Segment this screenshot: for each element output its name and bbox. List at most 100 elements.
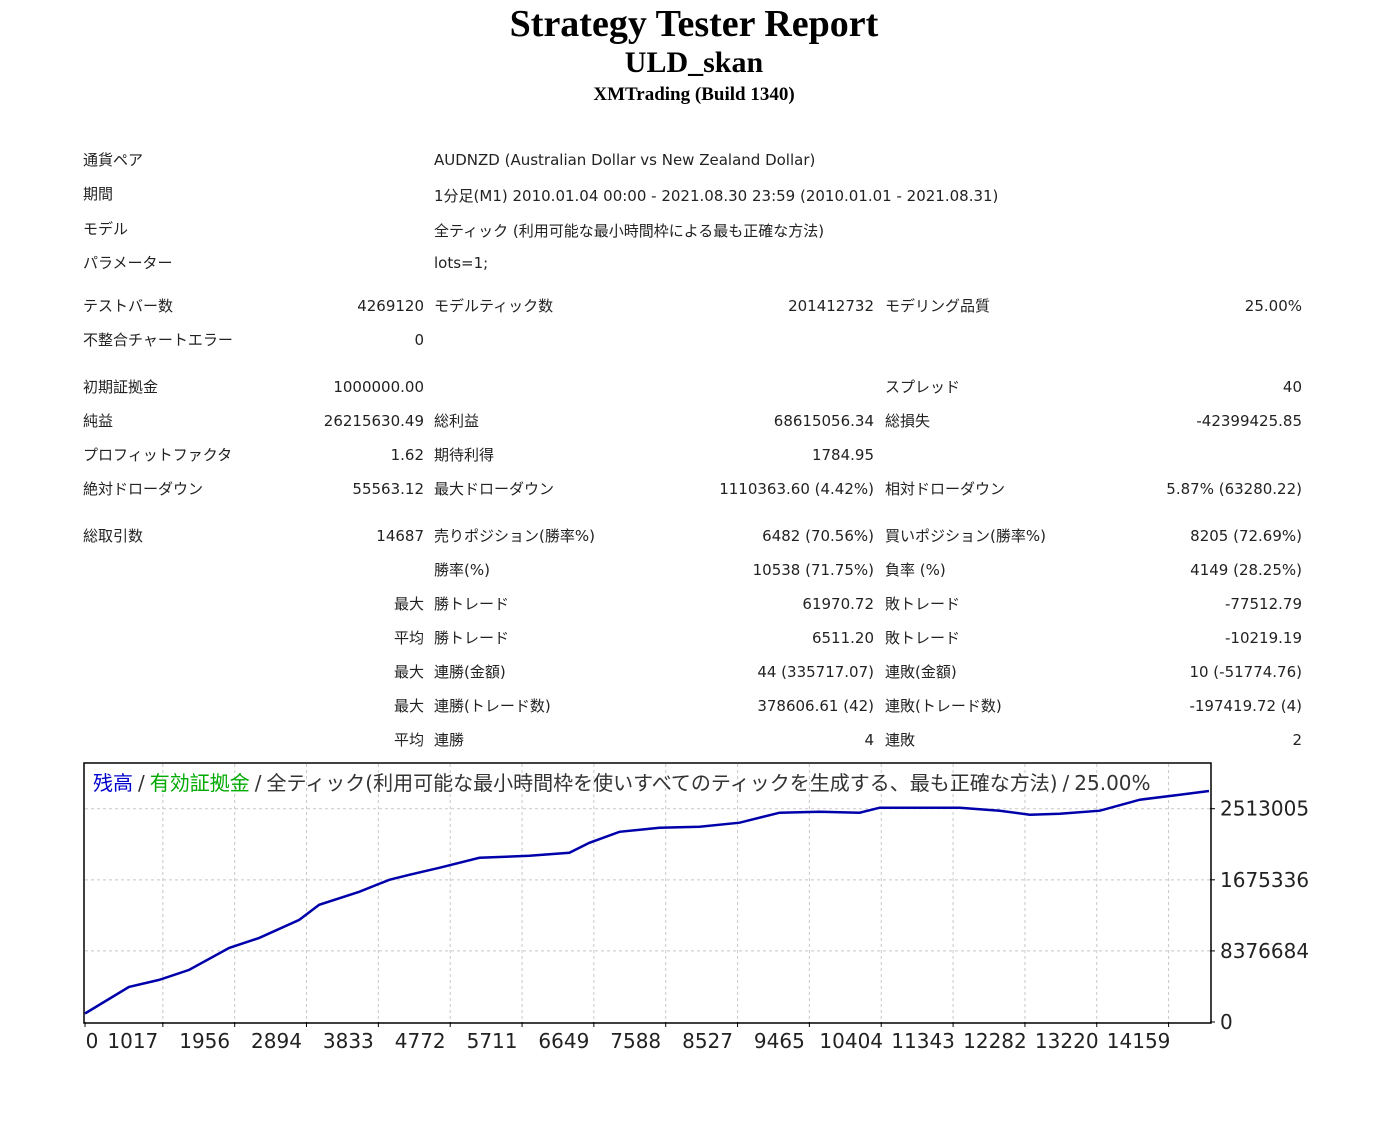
stat-label: 不整合チャートエラー <box>83 331 233 349</box>
stat-label: 連敗(トレード数) <box>885 697 1002 715</box>
info-label: パラメーター <box>83 253 173 272</box>
plot-area <box>83 762 1212 1024</box>
stat-value: -42399425.85 <box>1196 412 1302 430</box>
stat-value: -197419.72 (4) <box>1189 697 1302 715</box>
x-tick-label: 5711 <box>467 1029 518 1053</box>
stat-label: 連敗(金額) <box>885 663 957 681</box>
info-value: 1分足(M1) 2010.01.04 00:00 - 2021.08.30 23… <box>434 187 999 206</box>
stat-value: 平均 <box>393 629 424 647</box>
x-tick-label: 7588 <box>610 1029 661 1053</box>
balance-line <box>84 789 1210 1015</box>
report-title: Strategy Tester Report <box>509 3 879 45</box>
stat-value: 平均 <box>393 731 424 749</box>
y-tick-label: 16753368 <box>1220 868 1322 892</box>
stat-value: 201412732 <box>788 297 874 315</box>
stat-value: 44 (335717.07) <box>757 663 874 681</box>
stat-value: 55563.12 <box>352 480 424 498</box>
x-tick-label: 12282 <box>963 1029 1027 1053</box>
info-value: lots=1; <box>434 253 489 272</box>
legend-item: 残高 <box>93 771 133 795</box>
stat-value: 6482 (70.56%) <box>762 527 874 545</box>
stat-value: 10538 (71.75%) <box>752 561 874 579</box>
stat-label: 負率 (%) <box>885 561 946 579</box>
stat-value: 0 <box>414 331 424 349</box>
legend-item: 全ティック(利用可能な最小時間枠を使いすべてのティックを生成する、最も正確な方法… <box>267 771 1058 795</box>
stat-value: 25.00% <box>1244 297 1302 315</box>
stat-label: 総損失 <box>885 412 931 430</box>
stat-label: プロフィットファクタ <box>83 446 233 464</box>
stat-label: 期待利得 <box>434 446 495 464</box>
stat-label: 絶対ドローダウン <box>83 480 204 498</box>
y-tick-label: 8376684 <box>1220 939 1309 963</box>
x-tick-label: 1017 <box>107 1029 158 1053</box>
stat-value: 68615056.34 <box>773 412 874 430</box>
stat-value: 40 <box>1282 378 1302 396</box>
stat-value: 4 <box>864 731 874 749</box>
stat-label: 売りポジション(勝率%) <box>434 527 595 545</box>
x-tick-label: 10404 <box>819 1029 883 1053</box>
y-tick-label: 0 <box>1220 1010 1233 1034</box>
stat-value: -10219.19 <box>1225 629 1302 647</box>
x-tick-label: 14159 <box>1107 1029 1171 1053</box>
stat-label: 初期証拠金 <box>83 378 159 396</box>
stat-value: 14687 <box>376 527 424 545</box>
stat-label: 連勝(金額) <box>434 663 506 681</box>
stat-value: 5.87% (63280.22) <box>1166 480 1302 498</box>
x-tick-label: 13220 <box>1035 1029 1099 1053</box>
x-tick-label: 1956 <box>179 1029 230 1053</box>
x-tick-label: 4772 <box>395 1029 446 1053</box>
y-tick-label: 25130052 <box>1220 797 1322 821</box>
broker: XMTrading (Build 1340) <box>593 84 795 105</box>
stat-label: モデリング品質 <box>885 297 991 315</box>
stat-label: 純益 <box>83 412 114 430</box>
legend: 残高 / 有効証拠金 / 全ティック(利用可能な最小時間枠を使いすべてのティックを生成す… <box>93 771 1151 795</box>
stat-value: 最大 <box>393 663 424 681</box>
stat-label: 相対ドローダウン <box>885 480 1006 498</box>
x-tick-label: 11343 <box>891 1029 955 1053</box>
stat-label: 連勝(トレード数) <box>434 697 551 715</box>
x-tick-label: 2894 <box>251 1029 302 1053</box>
stat-value: 26215630.49 <box>323 412 424 430</box>
stat-value: -77512.79 <box>1225 595 1302 613</box>
stat-label: 総利益 <box>434 412 480 430</box>
stat-label: 連敗 <box>885 731 916 749</box>
stat-label: 敗トレード <box>885 595 961 613</box>
stat-label: 勝トレード <box>434 629 510 647</box>
stat-label: 最大ドローダウン <box>434 480 555 498</box>
stat-label: テストバー数 <box>83 297 174 315</box>
legend-item: 有効証拠金 <box>150 771 250 795</box>
stat-label: 買いポジション(勝率%) <box>885 527 1046 545</box>
stat-value: 378606.61 (42) <box>757 697 874 715</box>
stat-value: 1110363.60 (4.42%) <box>719 480 874 498</box>
info-label: 期間 <box>83 185 114 204</box>
info-label: モデル <box>83 219 129 238</box>
stat-value: 4269120 <box>357 297 424 315</box>
stat-value: 6511.20 <box>811 629 874 647</box>
stat-value: 1.62 <box>390 446 424 464</box>
stat-value: 10 (-51774.76) <box>1189 663 1302 681</box>
legend-item: / <box>1063 771 1070 795</box>
stat-label: スプレッド <box>885 378 961 396</box>
stat-value: 1000000.00 <box>333 378 424 396</box>
x-tick-label: 3833 <box>323 1029 374 1053</box>
stat-value: 2 <box>1292 731 1302 749</box>
info-value: AUDNZD (Australian Dollar vs New Zealand… <box>434 151 816 169</box>
stat-value: 1784.95 <box>811 446 874 464</box>
x-tick-label: 9465 <box>754 1029 805 1053</box>
stat-value: 最大 <box>393 595 424 613</box>
info-label: 通貨ペア <box>83 151 144 169</box>
stat-label: モデルティック数 <box>434 297 554 315</box>
legend-item: / <box>138 771 145 795</box>
stat-value: 61970.72 <box>802 595 874 613</box>
legend-item: / <box>255 771 262 795</box>
stat-label: 総取引数 <box>83 527 144 545</box>
stat-value: 4149 (28.25%) <box>1190 561 1302 579</box>
info-value: 全ティック (利用可能な最小時間枠による最も正確な方法) <box>434 221 825 240</box>
x-tick-label: 0 <box>86 1029 99 1053</box>
stat-label: 勝率(%) <box>434 561 490 579</box>
stat-label: 敗トレード <box>885 629 961 647</box>
stat-label: 連勝 <box>434 731 465 749</box>
stat-value: 最大 <box>393 697 424 715</box>
